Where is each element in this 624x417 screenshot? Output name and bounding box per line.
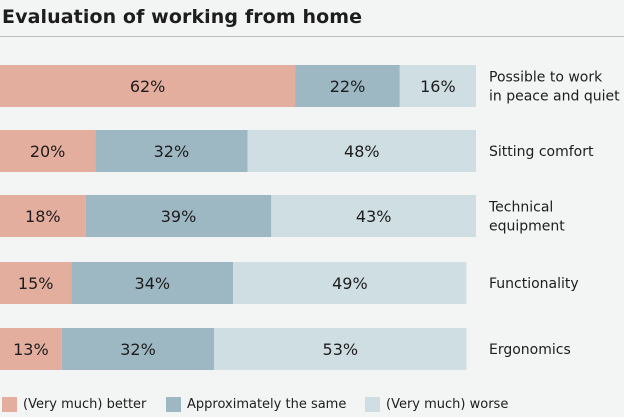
data-label-worse: 49%: [332, 274, 368, 293]
legend-swatch-worse: [365, 397, 380, 412]
data-label-same: 34%: [135, 274, 171, 293]
category-label: Functionality: [489, 276, 579, 292]
category-label: Sitting comfort: [489, 144, 594, 160]
bar-segment-worse: [271, 195, 476, 237]
bar-segment-same: [95, 130, 248, 172]
data-label-worse: 53%: [323, 340, 359, 359]
bar-segment-same: [71, 262, 234, 304]
category-label: Possible to work in peace and quiet: [489, 70, 620, 105]
legend-label-same: Approximately the same: [187, 397, 347, 412]
data-label-better: 15%: [18, 274, 54, 293]
bar-segment-same: [61, 328, 215, 370]
data-label-better: 20%: [30, 142, 66, 161]
bar-segment-same: [85, 195, 272, 237]
bar-segment-worse: [247, 130, 476, 172]
stacked-bar-chart: 62% 22% 16% Possible to work in peace and qu…: [0, 65, 620, 370]
legend-swatch-better: [2, 397, 17, 412]
chart-title: Evaluation of working from home: [2, 6, 363, 28]
data-label-better: 13%: [13, 340, 49, 359]
category-label: Technical equipment: [488, 200, 565, 235]
bar-segment-worse: [233, 262, 467, 304]
data-label-worse: 43%: [356, 207, 392, 226]
legend-swatch-same: [166, 397, 181, 412]
data-label-same: 32%: [120, 340, 156, 359]
data-label-better: 18%: [25, 207, 61, 226]
data-label-better: 62%: [130, 77, 166, 96]
title-divider: [0, 36, 624, 37]
data-label-same: 22%: [330, 77, 366, 96]
data-label-same: 32%: [154, 142, 190, 161]
bar-segment-better: [0, 65, 296, 107]
legend-label-better: (Very much) better: [23, 397, 147, 412]
bar-segment-worse: [214, 328, 467, 370]
category-label: Ergonomics: [489, 342, 571, 358]
data-label-worse: 48%: [344, 142, 380, 161]
legend-label-worse: (Very much) worse: [386, 397, 509, 412]
data-label-worse: 16%: [420, 77, 456, 96]
bar-segment-worse: [399, 65, 476, 107]
bar-segment-better: [0, 195, 86, 237]
data-label-same: 39%: [161, 207, 197, 226]
bar-segment-better: [0, 262, 72, 304]
bar-segment-better: [0, 328, 62, 370]
bar-segment-better: [0, 130, 96, 172]
bar-segment-same: [295, 65, 400, 107]
